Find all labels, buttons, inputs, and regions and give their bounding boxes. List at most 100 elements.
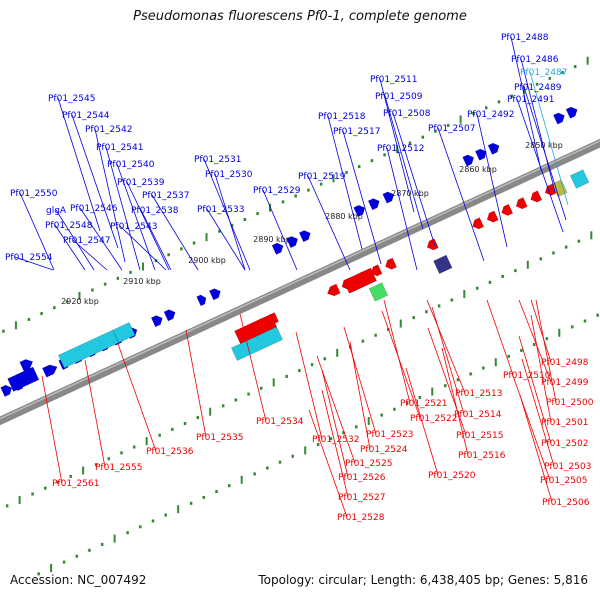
gene-label: Pf01_2534 xyxy=(256,417,304,427)
gene-label: Pf01_2532 xyxy=(312,435,359,445)
reverse-gene-block xyxy=(343,267,377,294)
gene-leader-line xyxy=(14,256,54,271)
scale-tick xyxy=(332,174,335,183)
gene-leader-line xyxy=(518,335,552,444)
gene-label: Pf01_2544 xyxy=(62,111,110,121)
gene-label: Pf01_2518 xyxy=(318,112,366,122)
forward-gene-arrow xyxy=(150,315,163,328)
gene-leader-line xyxy=(379,78,415,213)
gene-label: Pf01_2548 xyxy=(45,221,93,231)
scale-tick xyxy=(167,253,170,257)
reverse-gene-arrow xyxy=(426,238,439,251)
scale-tick xyxy=(361,339,365,343)
gene-label: Pf01_2514 xyxy=(454,410,502,420)
gene-leader-line xyxy=(342,130,382,265)
forward-gene-arrow xyxy=(19,359,34,372)
gene-leader-line xyxy=(321,369,349,478)
scale-tick xyxy=(475,286,479,290)
gene-label: Pf01_2540 xyxy=(107,160,155,170)
scale-tick xyxy=(450,298,454,302)
gene-label: Pf01_2499 xyxy=(541,378,589,388)
scale-tick xyxy=(463,290,466,299)
scale-tick xyxy=(482,366,485,370)
gene-label: Pf01_2545 xyxy=(48,94,95,104)
scale-tick xyxy=(209,407,212,416)
scale-tick xyxy=(507,354,510,358)
forward-gene-arrow xyxy=(209,288,221,301)
scale-tick xyxy=(380,413,383,417)
gene-leader-line xyxy=(535,299,557,403)
gene-label: Pf01_2531 xyxy=(194,155,241,165)
scale-tick xyxy=(221,404,225,408)
forward-gene-arrow xyxy=(0,384,13,397)
gene-label: Pf01_2507 xyxy=(428,124,475,134)
forward-gene-arrow xyxy=(487,142,500,155)
forward-gene-arrow xyxy=(286,236,299,249)
reverse-gene-arrow xyxy=(327,283,341,297)
gene-leader-line xyxy=(519,394,553,503)
scale-tick xyxy=(100,542,104,546)
gene-label: Pf01_2498 xyxy=(541,358,589,368)
scale-tick xyxy=(488,280,492,284)
gene-label: Pf01_2525 xyxy=(345,459,392,469)
gene-leader-line xyxy=(383,299,411,404)
gene-label: Pf01_2524 xyxy=(360,445,408,455)
scale-tick xyxy=(44,486,47,490)
scale-tick xyxy=(18,495,21,504)
scale-tick xyxy=(345,170,348,174)
forward-gene-arrow xyxy=(474,148,487,161)
gene-label: Pf01_2529 xyxy=(253,186,301,196)
scale-tick xyxy=(412,316,415,320)
gene-leader-line xyxy=(392,112,436,247)
scale-label: 2850 kbp xyxy=(525,141,563,150)
scale-label: 2890 kbp xyxy=(253,235,291,244)
scale-tick xyxy=(535,82,539,86)
highlight-gene-block xyxy=(231,326,283,361)
gene-leader-line xyxy=(321,389,349,498)
gene-label: Pf01_2512 xyxy=(377,144,424,154)
scale-tick xyxy=(571,325,574,329)
scale-tick xyxy=(374,333,377,337)
gene-leader-line xyxy=(521,358,555,467)
scale-tick xyxy=(307,188,310,192)
backbone-highlight xyxy=(0,140,600,420)
gene-leader-line xyxy=(384,95,424,230)
scale-tick xyxy=(107,457,111,461)
gene-leader-line xyxy=(57,97,101,232)
gene-label: Pf01_2492 xyxy=(467,110,514,120)
gene-leader-line xyxy=(185,329,207,438)
scale-tick xyxy=(69,474,72,478)
gene-leader-line xyxy=(308,409,348,518)
gene-label: Pf01_2509 xyxy=(375,92,423,102)
gene-leader-line xyxy=(206,208,246,271)
scale-tick xyxy=(192,241,196,245)
gene-leader-line xyxy=(530,299,552,363)
scale-tick xyxy=(304,446,307,455)
gene-label: Pf01_2530 xyxy=(205,170,253,180)
gene-label: Pf01_2519 xyxy=(298,172,346,182)
gene-leader-line xyxy=(520,58,556,193)
gene-label: Pf01_2523 xyxy=(366,430,413,440)
scale-tick xyxy=(431,387,434,396)
gene-label: Pf01_2487 xyxy=(520,68,567,78)
gene-label: Pf01_2515 xyxy=(456,431,503,441)
gene-leader-line xyxy=(262,189,298,271)
gene-label: Pf01_2501 xyxy=(541,418,588,428)
gene-leader-line xyxy=(518,299,552,383)
gene-leader-line xyxy=(441,347,469,456)
scale-tick xyxy=(316,443,320,447)
scale-tick xyxy=(234,398,238,402)
gene-label: Pf01_2528 xyxy=(337,513,385,523)
scale-tick xyxy=(247,392,250,396)
gene-label: Pf01_2522 xyxy=(410,414,457,424)
scale-tick xyxy=(577,239,581,243)
reverse-gene-arrow xyxy=(515,197,528,210)
gene-leader-line xyxy=(516,98,564,233)
gene-leader-line xyxy=(295,331,323,440)
scale-tick xyxy=(446,123,450,127)
scale-tick xyxy=(139,525,142,529)
scale-tick xyxy=(310,363,314,367)
scale-tick xyxy=(5,504,9,508)
gene-leader-line xyxy=(79,207,123,271)
gene-label: Pf01_2516 xyxy=(458,451,506,461)
